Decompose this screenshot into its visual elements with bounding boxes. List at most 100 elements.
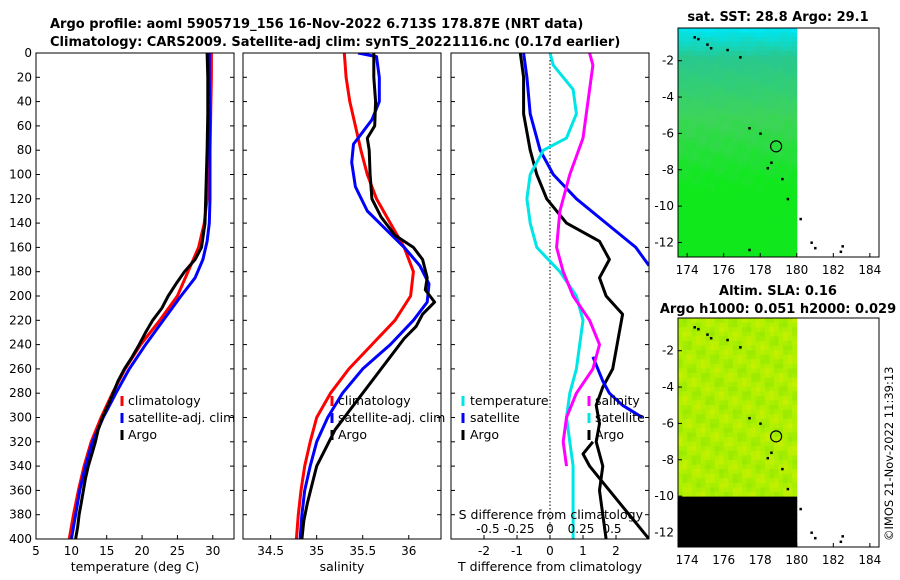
field-cell xyxy=(700,169,706,176)
field-cell xyxy=(709,197,716,203)
field-cell xyxy=(723,192,729,198)
field-cell xyxy=(783,137,789,143)
field-cell xyxy=(705,60,711,66)
field-cell xyxy=(741,179,748,185)
field-cell xyxy=(741,46,748,52)
field-cell xyxy=(728,202,734,208)
field-cell xyxy=(700,105,706,111)
field-cell xyxy=(696,496,702,502)
field-cell xyxy=(755,197,761,203)
field-cell xyxy=(714,528,720,534)
field-cell xyxy=(792,183,798,189)
field-cell xyxy=(728,478,734,484)
field-cell xyxy=(719,455,725,461)
field-cell xyxy=(714,537,720,543)
field-cell xyxy=(737,28,743,34)
field-cell xyxy=(778,238,784,244)
field-cell xyxy=(783,514,789,521)
field-cell xyxy=(709,386,716,392)
field-cell xyxy=(732,69,738,75)
field-cell xyxy=(783,73,789,79)
field-cell xyxy=(787,432,793,438)
field-cell xyxy=(769,501,775,507)
field-cell xyxy=(682,165,688,171)
field-cell xyxy=(696,142,702,148)
y-tick-label: 380 xyxy=(9,508,32,522)
field-cell xyxy=(792,119,798,125)
field-cell xyxy=(746,46,752,52)
field-cell xyxy=(682,82,688,89)
field-cell xyxy=(764,437,770,443)
field-cell xyxy=(705,318,711,324)
field-cell xyxy=(755,391,761,397)
field-cell xyxy=(682,409,688,415)
field-cell xyxy=(751,377,757,383)
field-cell xyxy=(678,537,684,543)
field-cell xyxy=(691,322,697,328)
field-cell xyxy=(687,160,693,166)
field-cell xyxy=(778,377,784,383)
field-cell xyxy=(787,183,793,189)
field-cell xyxy=(751,519,757,525)
field-cell xyxy=(687,492,693,498)
sla-map-subtitle: Argo h1000: 0.051 h2000: 0.029 xyxy=(660,302,896,317)
field-cell xyxy=(687,142,693,148)
field-cell xyxy=(746,234,752,240)
field-cell xyxy=(760,455,766,461)
field-cell xyxy=(755,165,761,171)
field-cell xyxy=(709,101,716,107)
field-cell xyxy=(764,46,770,52)
y-tick-label: 360 xyxy=(9,483,32,497)
field-cell xyxy=(760,501,766,507)
field-cell xyxy=(705,368,711,374)
field-cell xyxy=(737,441,743,447)
field-cell xyxy=(751,501,757,507)
field-cell xyxy=(678,514,684,521)
field-cell xyxy=(687,340,693,346)
field-cell xyxy=(678,336,684,342)
field-cell xyxy=(746,73,752,79)
field-cell xyxy=(682,224,688,231)
field-cell xyxy=(723,50,729,56)
field-cell xyxy=(755,238,761,244)
field-cell xyxy=(723,455,729,461)
field-cell xyxy=(696,354,702,360)
field-cell xyxy=(773,450,779,456)
coastline-island xyxy=(759,422,762,425)
field-cell xyxy=(728,215,734,221)
field-cell xyxy=(691,202,697,208)
field-cell xyxy=(764,519,770,525)
field-cell xyxy=(778,128,784,134)
field-cell xyxy=(691,414,697,420)
field-cell xyxy=(719,169,725,176)
field-cell xyxy=(714,32,720,38)
field-cell xyxy=(709,327,716,333)
field-cell xyxy=(705,151,711,157)
field-cell xyxy=(700,418,706,424)
field-cell xyxy=(764,215,770,221)
field-cell xyxy=(764,542,770,548)
field-cell xyxy=(700,391,706,397)
field-cell xyxy=(741,60,748,66)
field-cell xyxy=(792,464,798,470)
field-cell xyxy=(755,234,761,240)
field-cell xyxy=(741,354,748,360)
field-cell xyxy=(751,459,757,466)
field-cell xyxy=(678,405,684,411)
field-cell xyxy=(682,469,688,475)
field-cell xyxy=(700,492,706,498)
field-cell xyxy=(755,82,761,89)
field-cell xyxy=(696,192,702,198)
field-cell xyxy=(746,215,752,221)
field-cell xyxy=(737,423,743,429)
field-cell xyxy=(732,96,738,102)
field-cell xyxy=(687,69,693,75)
field-cell xyxy=(773,469,779,475)
field-cell xyxy=(709,110,716,116)
field-cell xyxy=(769,192,775,198)
field-cell xyxy=(682,101,688,107)
field-cell xyxy=(741,391,748,397)
field-cell xyxy=(741,229,748,235)
field-cell xyxy=(723,82,729,89)
field-cell xyxy=(741,450,748,456)
